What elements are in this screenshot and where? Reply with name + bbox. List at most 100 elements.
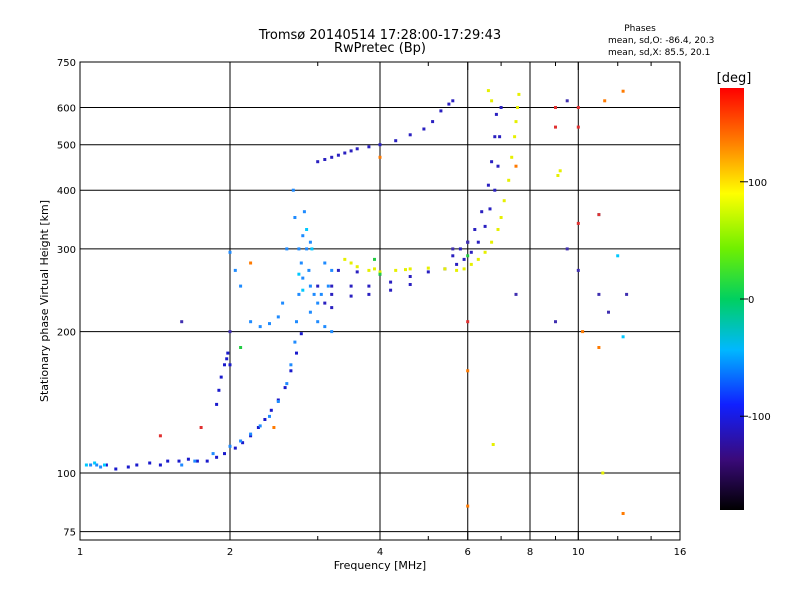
data-point — [148, 461, 152, 465]
data-point — [193, 459, 197, 463]
data-point — [316, 284, 320, 288]
data-point — [249, 434, 253, 438]
data-point — [404, 268, 407, 272]
data-point — [276, 400, 280, 403]
data-point — [367, 292, 371, 296]
data-point — [269, 408, 273, 412]
data-point — [466, 240, 470, 244]
data-point — [483, 250, 487, 254]
data-point — [289, 363, 293, 367]
data-point — [291, 188, 295, 192]
data-point — [217, 388, 221, 392]
data-point — [355, 265, 359, 269]
data-point — [283, 386, 287, 390]
data-point — [239, 439, 243, 443]
data-point — [215, 455, 219, 459]
data-point — [556, 174, 560, 177]
data-point — [84, 463, 88, 467]
data-point — [301, 276, 305, 280]
data-point — [223, 452, 226, 456]
data-point — [330, 268, 334, 272]
data-point — [496, 164, 500, 168]
data-point — [483, 224, 487, 228]
data-point — [258, 325, 262, 329]
data-point — [241, 441, 245, 445]
data-point — [466, 369, 470, 373]
data-point — [451, 254, 455, 258]
data-point — [493, 135, 497, 139]
colorbar-tick-label: -100 — [748, 412, 771, 423]
y-axis-label: Stationary phase Virtual Height [km] — [38, 200, 51, 402]
data-point — [576, 125, 580, 129]
data-point — [228, 363, 232, 367]
data-point — [289, 369, 293, 373]
data-point — [219, 375, 223, 379]
data-point — [268, 414, 271, 418]
data-point — [455, 262, 459, 266]
data-point — [135, 463, 139, 467]
data-point — [576, 106, 580, 109]
data-point — [451, 99, 455, 103]
data-point — [239, 284, 243, 288]
data-point — [336, 153, 340, 157]
data-point — [558, 169, 562, 173]
data-point — [297, 292, 301, 296]
data-point — [554, 125, 557, 129]
data-point — [394, 268, 398, 272]
data-point — [215, 402, 219, 406]
data-point — [488, 207, 492, 211]
data-point — [490, 99, 494, 103]
data-point — [336, 268, 340, 272]
data-point — [514, 120, 518, 124]
data-point — [323, 325, 327, 329]
data-point — [455, 268, 459, 272]
data-point — [343, 151, 347, 155]
y-tick-label: 100 — [57, 469, 76, 480]
grid — [80, 62, 680, 540]
chart-subtitle: RwPretec (Bp) — [334, 41, 426, 56]
y-tick-label: 500 — [57, 141, 76, 152]
data-point — [256, 426, 260, 429]
data-point — [330, 155, 334, 159]
data-point — [498, 135, 502, 139]
data-point — [499, 216, 503, 219]
data-point — [293, 340, 297, 344]
data-point — [323, 261, 327, 265]
data-point — [114, 467, 118, 471]
colorbar-tick-label: 0 — [748, 295, 754, 306]
data-point — [211, 452, 215, 456]
data-point — [302, 210, 306, 214]
data-point — [349, 284, 353, 288]
data-point — [408, 275, 412, 278]
colorbar-label: [deg] — [717, 71, 752, 86]
data-point — [319, 292, 323, 296]
data-point — [378, 270, 382, 274]
data-point — [607, 310, 610, 314]
data-point — [355, 270, 359, 274]
y-tick-label: 200 — [57, 328, 76, 339]
data-point — [408, 133, 412, 137]
data-point — [299, 332, 303, 336]
data-point — [373, 257, 376, 261]
data-point — [447, 102, 451, 106]
x-tick-label: 10 — [572, 547, 585, 558]
data-point — [603, 99, 607, 103]
colorbar-tick-label: 100 — [748, 178, 767, 189]
axis-ticks: 1 2 4 6 8 10 16 75 100 200 300 400 500 600 750 — [57, 58, 686, 558]
data-point — [226, 351, 230, 355]
data-point — [316, 320, 320, 324]
data-point — [89, 463, 93, 467]
data-point — [507, 178, 511, 182]
data-point — [514, 292, 518, 296]
data-point — [323, 301, 327, 305]
data-point — [180, 320, 184, 324]
x-tick-label: 1 — [77, 547, 83, 558]
data-point — [439, 109, 443, 113]
data-point — [349, 261, 353, 265]
data-point — [297, 272, 301, 276]
phases-label: Phases — [624, 24, 656, 34]
data-point — [195, 459, 199, 463]
data-point — [426, 266, 430, 270]
data-point — [389, 288, 393, 292]
data-point — [307, 268, 311, 272]
